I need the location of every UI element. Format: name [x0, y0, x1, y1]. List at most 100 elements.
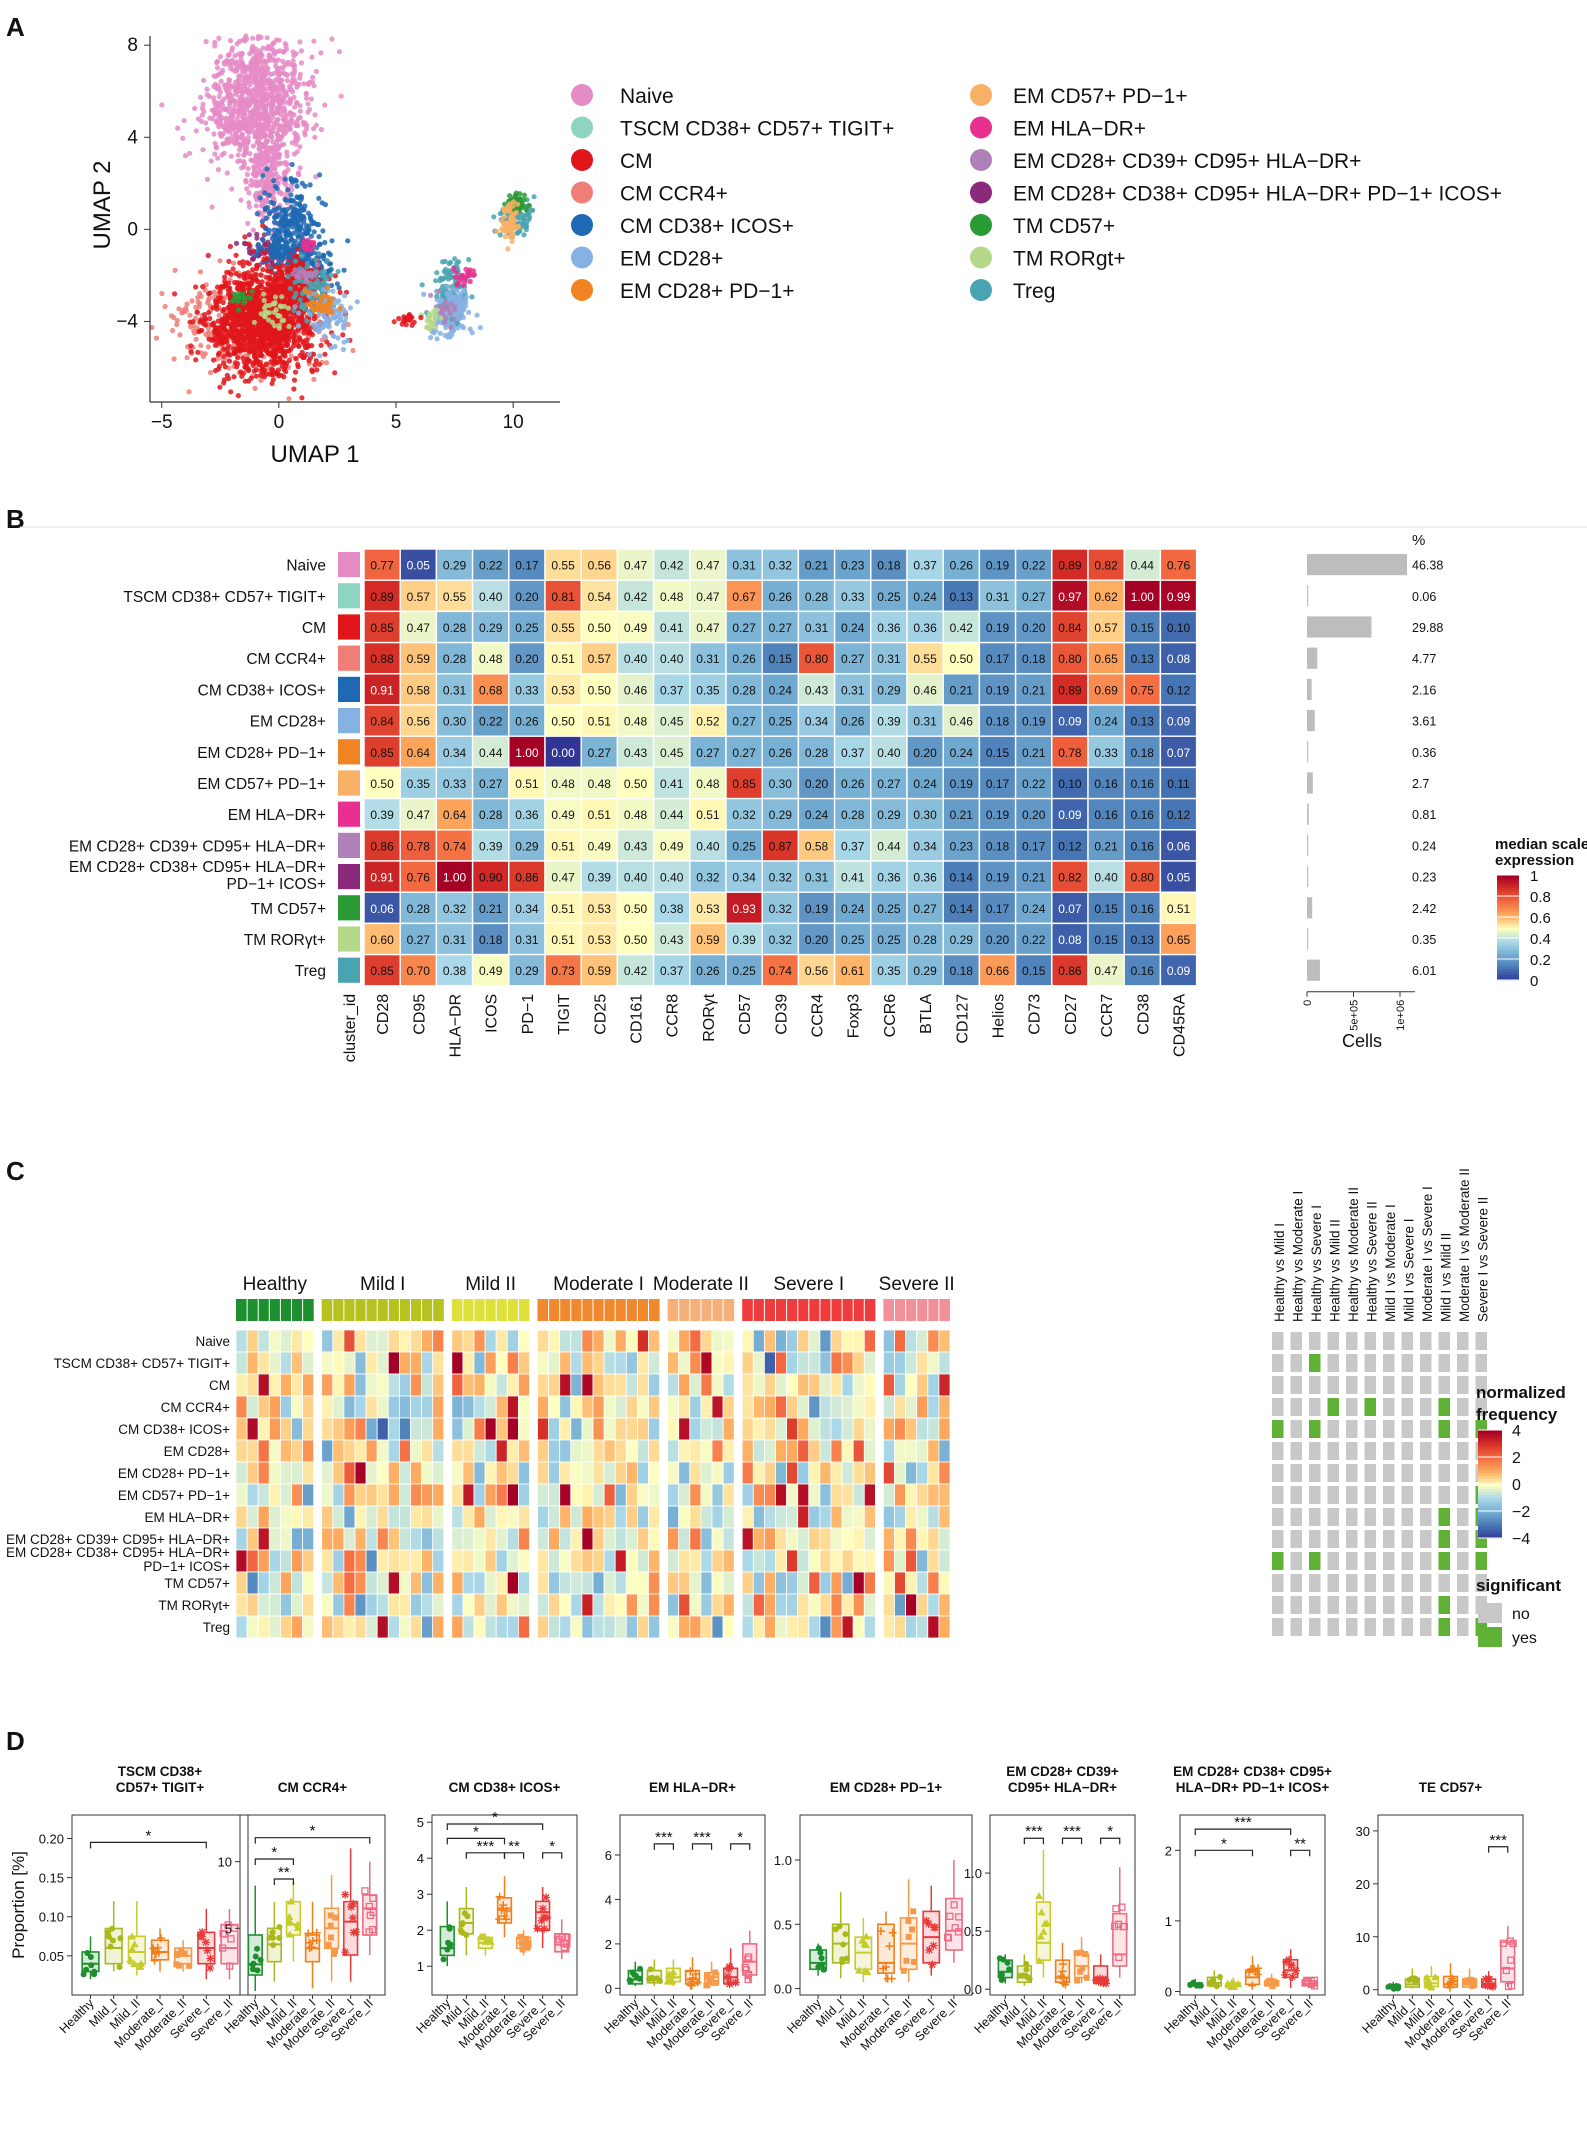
umap-point	[250, 267, 256, 273]
umap-point	[231, 322, 237, 328]
cell-value: 0.68	[479, 683, 503, 697]
umap-point	[276, 73, 282, 79]
umap-point	[239, 107, 245, 113]
cell-value: 0.99	[1167, 590, 1191, 604]
umap-point	[314, 292, 320, 298]
umap-point	[283, 182, 289, 188]
umap-point	[258, 210, 264, 216]
umap-point	[193, 336, 199, 342]
umap-point	[230, 266, 236, 272]
cell-value: 0.20	[913, 746, 937, 760]
umap-point	[240, 271, 246, 278]
umap-point	[282, 131, 288, 137]
umap-point	[231, 260, 237, 266]
umap-point	[248, 337, 254, 343]
umap-point	[229, 134, 235, 140]
legend-swatch	[571, 181, 593, 204]
umap-point	[246, 88, 252, 94]
umap-point	[282, 41, 288, 47]
umap-point	[188, 349, 194, 355]
cell-value: 0.09	[1058, 715, 1082, 729]
umap-point	[245, 166, 251, 172]
umap-point	[521, 232, 527, 238]
umap-point	[265, 114, 271, 120]
umap-point	[214, 306, 220, 312]
cell-value: 0.32	[769, 559, 793, 573]
umap-point	[297, 165, 303, 171]
cell-value: 0.50	[588, 683, 612, 697]
umap-point	[245, 270, 251, 276]
cluster-swatch	[338, 645, 360, 671]
umap-point	[338, 313, 344, 319]
umap-point	[323, 315, 329, 321]
umap-point	[325, 250, 332, 256]
umap-point	[233, 130, 239, 136]
umap-point	[215, 58, 221, 64]
umap-point	[264, 122, 270, 128]
umap-point	[195, 116, 202, 122]
umap-point	[292, 130, 298, 136]
umap-point	[287, 285, 293, 292]
panel-label-c: C	[6, 1156, 25, 1186]
umap-point	[224, 170, 230, 176]
umap-point	[288, 198, 294, 204]
umap-point	[311, 229, 317, 235]
umap-point	[308, 284, 314, 290]
umap-point	[259, 161, 265, 167]
umap-point	[324, 258, 330, 264]
umap-point	[254, 285, 261, 291]
umap-point	[448, 324, 454, 330]
umap-point	[188, 343, 194, 349]
umap-point	[306, 311, 313, 317]
umap-point	[284, 242, 290, 248]
umap-point	[260, 45, 266, 51]
cell-value: 0.30	[443, 715, 467, 729]
umap-point	[235, 340, 241, 346]
cell-value: 0.67	[732, 590, 756, 604]
umap-point	[314, 262, 320, 268]
umap-point	[260, 267, 266, 273]
cell-value: 0.40	[479, 590, 503, 604]
cell-value: 0.33	[841, 590, 865, 604]
legend-label: TM RORgt+	[1013, 248, 1126, 271]
umap-point	[159, 102, 165, 108]
umap-point	[249, 46, 255, 52]
umap-point	[467, 278, 473, 285]
umap-point	[193, 304, 199, 310]
umap-point	[255, 123, 261, 129]
cell-value: 0.19	[986, 621, 1010, 635]
umap-point	[250, 143, 256, 149]
cell-value: 0.84	[1058, 621, 1082, 635]
y-tick-label: 8	[127, 35, 138, 56]
umap-point	[243, 68, 249, 74]
umap-point	[526, 203, 532, 209]
umap-point	[324, 322, 330, 328]
umap-point	[231, 374, 237, 380]
umap-point	[299, 253, 305, 259]
umap-point	[271, 152, 277, 159]
umap-point	[208, 158, 214, 164]
cluster-swatch	[338, 552, 360, 578]
umap-point	[216, 295, 222, 301]
umap-point	[251, 319, 257, 325]
cell-value: 0.28	[443, 621, 467, 635]
umap-point	[260, 331, 266, 337]
legend-label: EM HLA−DR+	[1013, 118, 1146, 141]
umap-point	[241, 340, 247, 346]
umap-point	[277, 357, 283, 363]
umap-point	[217, 54, 224, 60]
umap-point	[276, 155, 282, 161]
umap-point	[253, 367, 259, 373]
umap-point	[221, 59, 227, 65]
umap-point	[328, 272, 334, 278]
umap-point	[308, 239, 314, 245]
cell-value: 0.26	[769, 590, 793, 604]
umap-point	[279, 273, 285, 279]
umap-point	[256, 93, 263, 99]
umap-point	[277, 126, 283, 132]
umap-point	[211, 98, 217, 105]
umap-point	[275, 109, 281, 115]
legend-label: EM CD57+ PD−1+	[1013, 85, 1188, 108]
umap-point	[329, 238, 335, 244]
umap-point	[286, 323, 292, 329]
